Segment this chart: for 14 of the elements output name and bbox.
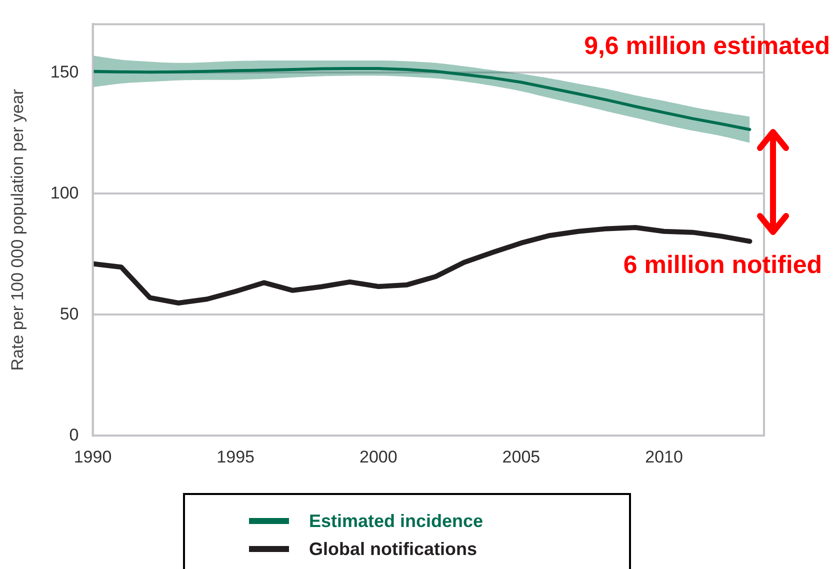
x-tick-label: 2010 [645,447,683,466]
legend-label: Global notifications [309,538,478,560]
y-tick-label: 0 [69,425,79,444]
annotation: 9,6 million estimated [584,32,830,60]
y-tick-label: 100 [50,183,79,202]
annotation: 6 million notified [623,250,822,279]
y-tick-label: 50 [60,304,79,324]
x-tick-label: 1995 [216,447,254,466]
y-axis-title: Rate per 100 000 population per year [8,88,27,371]
legend-label: Estimated incidence [309,510,484,532]
x-tick-label: 1990 [74,447,112,466]
x-tick-label: 2005 [502,447,540,466]
x-tick-label: 2000 [359,447,398,466]
y-tick-label: 150 [50,62,79,82]
